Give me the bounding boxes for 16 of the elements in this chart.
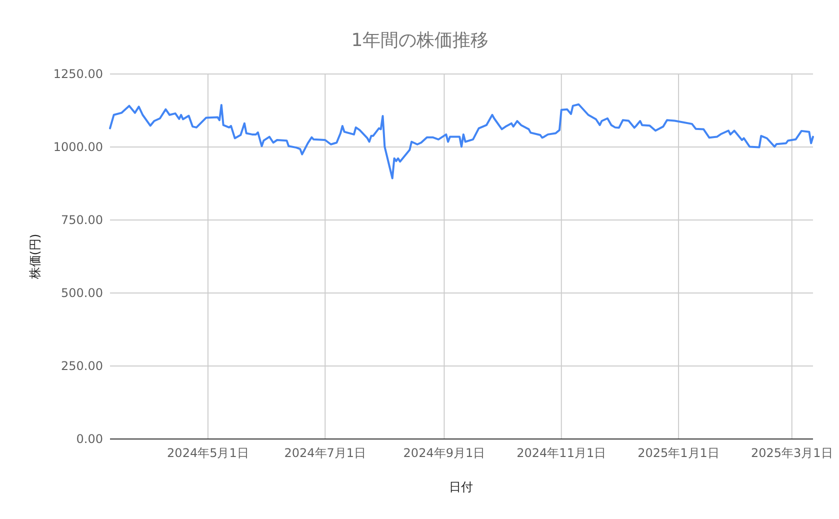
y-tick-label: 250.00 (61, 359, 103, 373)
y-tick-label: 1250.00 (53, 67, 103, 81)
x-tick-label: 2025年3月1日 (750, 446, 833, 460)
y-tick-label: 0.00 (76, 432, 103, 446)
y-axis-title: 株価(円) (28, 234, 42, 280)
x-tick-label: 2024年9月1日 (403, 446, 486, 460)
y-tick-label: 500.00 (61, 286, 103, 300)
x-axis-title: 日付 (449, 480, 473, 494)
x-tick-label: 2025年1月1日 (638, 446, 720, 460)
y-tick-label: 1000.00 (53, 140, 103, 154)
line-series (109, 103, 814, 180)
x-tick-label: 2024年7月1日 (284, 446, 366, 460)
x-tick-label: 2024年11月1日 (516, 446, 606, 460)
x-tick-label: 2024年5月1日 (167, 446, 249, 460)
y-tick-label: 750.00 (61, 213, 103, 227)
chart-title: 1年間の株価推移 (351, 30, 489, 51)
